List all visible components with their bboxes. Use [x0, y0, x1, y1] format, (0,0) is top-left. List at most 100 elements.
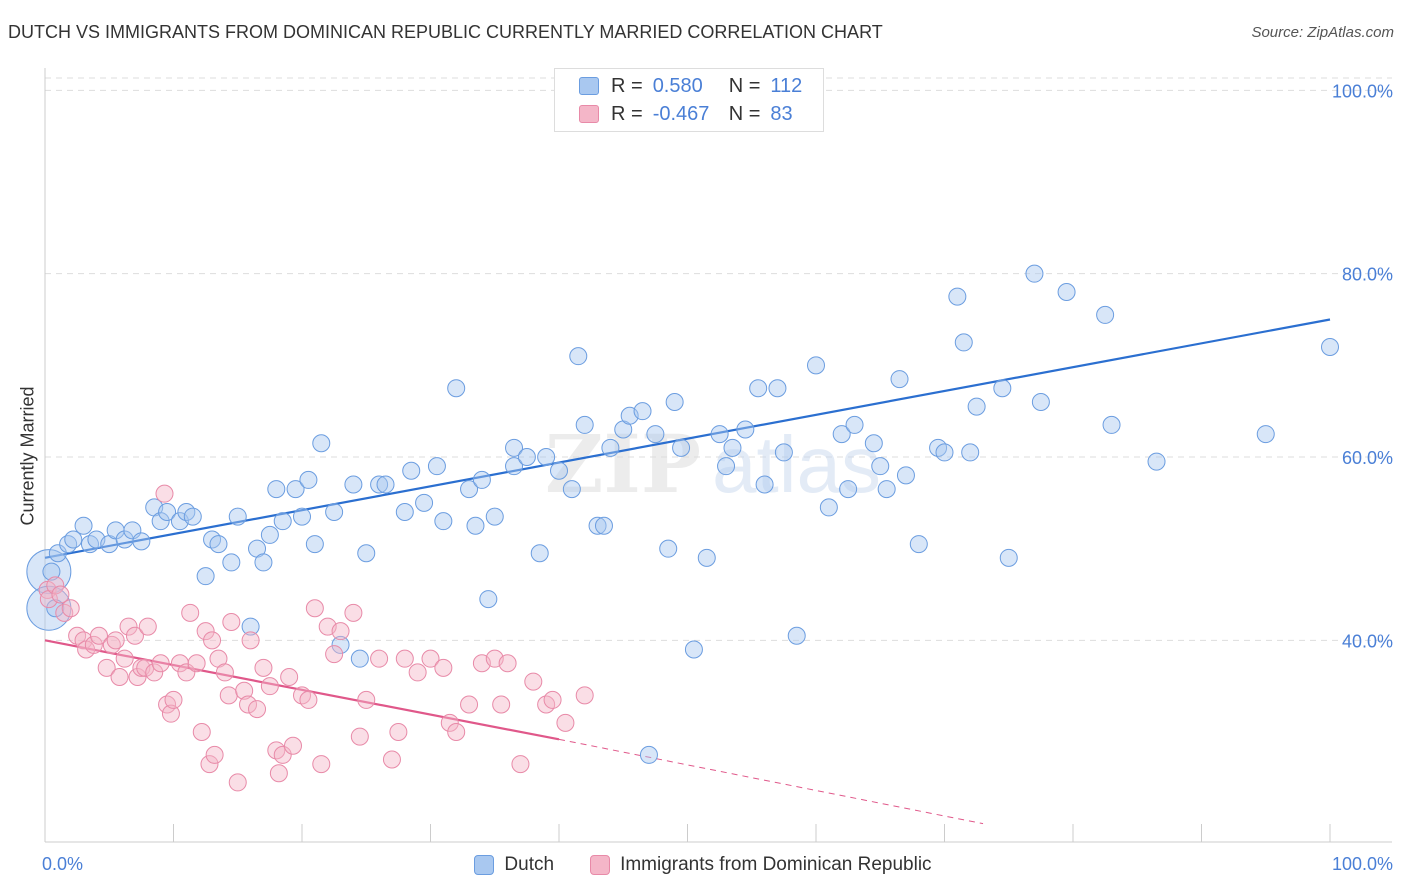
legend-r-value: 0.580 — [652, 74, 703, 97]
dutch-point — [890, 370, 909, 389]
dutch-point — [659, 539, 678, 558]
dominican-point — [269, 764, 288, 783]
dutch-point — [954, 333, 973, 352]
dominican-point — [89, 626, 108, 645]
dominican-point — [192, 723, 211, 741]
dominican-trend-extension — [558, 738, 984, 825]
dutch-point-large — [26, 549, 72, 595]
dutch-point — [505, 438, 524, 457]
dominican-point — [254, 658, 273, 677]
dutch-point — [839, 480, 858, 499]
dominican-point — [524, 672, 543, 691]
dutch-point — [415, 493, 434, 512]
watermark-atlas: atlas — [712, 420, 881, 509]
dominican-point — [350, 727, 369, 746]
dutch-point — [260, 525, 279, 544]
dutch-point — [530, 544, 549, 563]
dutch-point — [80, 535, 99, 554]
dominican-point — [370, 649, 389, 668]
dutch-point — [807, 356, 825, 375]
watermark-zip: ZIP — [545, 417, 701, 511]
dutch-point — [331, 635, 350, 654]
dutch-point — [562, 480, 581, 499]
dutch-point — [749, 379, 768, 398]
dutch-point — [877, 480, 896, 499]
dutch-trend-line — [44, 318, 1331, 559]
dominican-point — [241, 631, 260, 650]
dutch-point — [209, 535, 228, 554]
legend-item-dominican[interactable]: Immigrants from Dominican Republic — [590, 854, 932, 876]
dutch-point — [434, 512, 453, 531]
dominican-point — [492, 695, 511, 714]
dutch-point — [293, 507, 311, 526]
dutch-point — [158, 503, 177, 521]
dutch-point — [710, 425, 729, 444]
legend-swatch-dominican — [590, 855, 611, 875]
dominican-point — [556, 713, 575, 732]
dutch-point — [819, 498, 838, 517]
dominican-point — [200, 755, 219, 774]
dominican-point — [161, 704, 180, 723]
dutch-point — [550, 461, 568, 480]
dominican-point — [151, 654, 170, 673]
legend-r-label: R = — [611, 74, 643, 97]
dutch-point — [203, 530, 222, 549]
dutch-point — [755, 475, 774, 494]
dutch-point — [312, 434, 331, 453]
dominican-point — [181, 603, 200, 622]
dominican-point — [46, 576, 65, 595]
dominican-point — [284, 736, 303, 755]
dutch-point — [517, 448, 536, 466]
axes — [44, 68, 1392, 843]
dutch-point — [370, 475, 389, 494]
legend-n-value: 112 — [770, 74, 803, 97]
dutch-point — [286, 480, 305, 499]
dutch-point — [967, 397, 986, 416]
dutch-point — [665, 393, 684, 411]
legend-r-label: R = — [611, 102, 643, 125]
dutch-point — [1057, 283, 1076, 301]
dutch-point — [948, 287, 967, 306]
dutch-point — [46, 599, 65, 618]
dutch-point — [402, 461, 421, 480]
dominican-point — [575, 686, 594, 705]
dominican-point — [325, 645, 344, 664]
dutch-point — [254, 553, 273, 572]
legend-item-dutch[interactable]: Dutch — [474, 854, 554, 876]
dutch-point — [344, 475, 363, 494]
legend-label-dutch: Dutch — [504, 854, 555, 875]
dominican-point — [215, 663, 234, 682]
dutch-point — [588, 516, 607, 535]
dutch-point — [479, 590, 498, 609]
dutch-point — [305, 535, 324, 554]
dominican-point — [145, 663, 164, 682]
dutch-point — [639, 745, 658, 764]
chart-title: DUTCH VS IMMIGRANTS FROM DOMINICAN REPUB… — [8, 22, 883, 42]
legend-row-dominican: R = -0.467 N = 83 — [579, 101, 793, 127]
dutch-point — [575, 415, 594, 434]
dutch-point — [672, 438, 691, 457]
dominican-point — [389, 723, 408, 741]
dominican-point — [299, 690, 318, 709]
dominican-point — [222, 613, 241, 631]
dutch-point — [395, 503, 414, 521]
trend-lines — [44, 318, 1331, 825]
dutch-point — [864, 434, 883, 453]
dominican-point — [203, 631, 222, 650]
dutch-point — [196, 567, 215, 586]
dominican-point — [106, 631, 125, 650]
dutch-point — [183, 507, 202, 526]
dutch-point — [447, 379, 466, 398]
dutch-point — [466, 516, 485, 535]
legend-n-value: 83 — [770, 102, 793, 125]
dutch-point — [357, 544, 376, 563]
dominican-point — [187, 654, 206, 673]
dutch-point — [325, 503, 344, 521]
dominican-point — [97, 658, 116, 677]
dominican-point — [511, 755, 530, 774]
tick-labels: 40.0% 60.0% 80.0% 100.0% 0.0% 100.0% — [42, 81, 1393, 874]
dutch-point — [787, 626, 806, 645]
dutch-point — [697, 548, 716, 567]
data-points — [26, 264, 1339, 792]
